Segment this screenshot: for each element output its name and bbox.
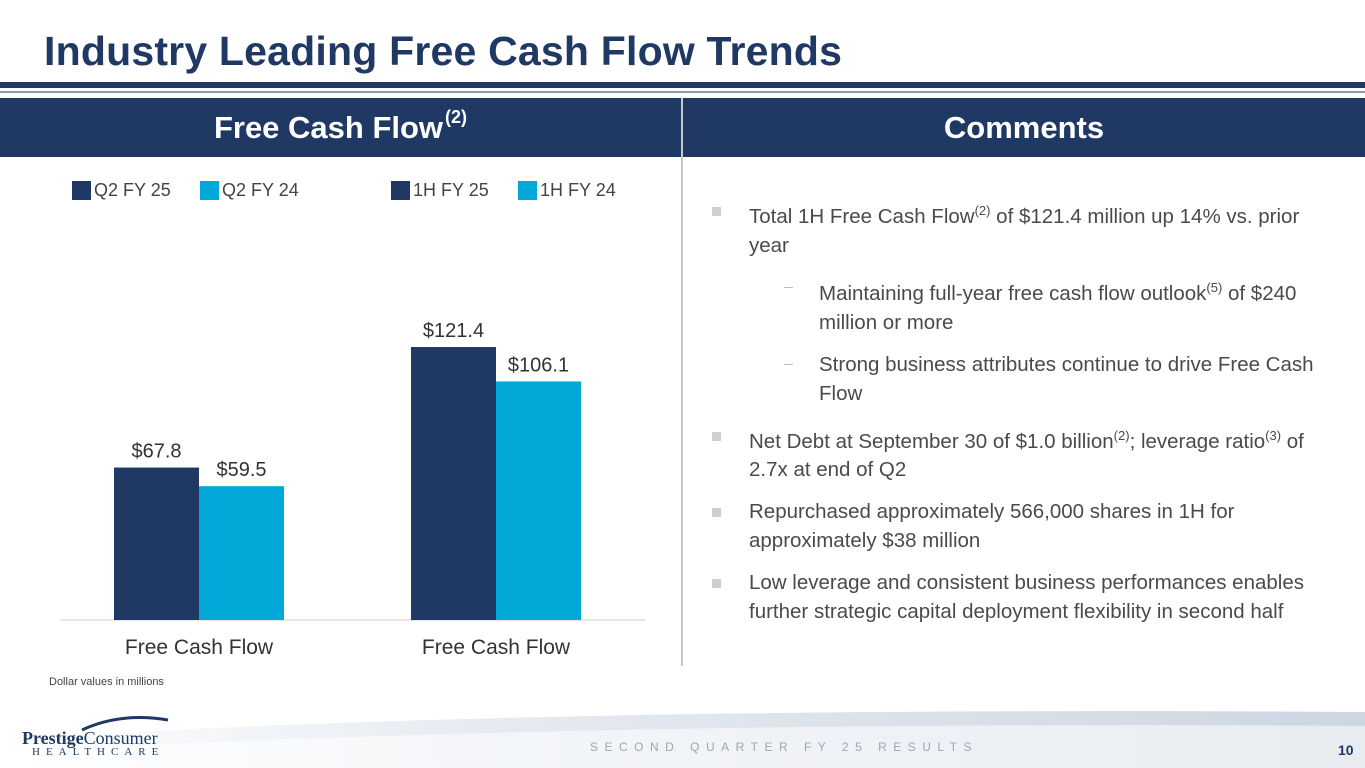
legend-label: Q2 FY 24 <box>222 180 299 200</box>
left-panel-heading-footnote: (2) <box>445 107 468 127</box>
comment-bullet: Low leverage and consistent business per… <box>706 568 1326 626</box>
legend-label: Q2 FY 25 <box>94 180 171 200</box>
bar-1h-fy-25 <box>411 347 496 620</box>
legend-swatch <box>391 181 410 200</box>
legend-swatch <box>518 181 537 200</box>
comment-text: Maintaining full-year free cash flow out… <box>819 281 1207 305</box>
bar-1h-fy-24 <box>496 381 581 620</box>
title-rule <box>0 82 1365 88</box>
comment-text: of 2.7x at end of Q2 <box>749 429 1304 482</box>
category-label: Free Cash Flow <box>125 636 274 659</box>
legend-item-q2-fy25: Q2 FY 25 <box>72 180 171 201</box>
comment-text: Total 1H Free Cash Flow <box>749 204 975 228</box>
comment-text: Repurchased approximately 566,000 shares… <box>749 500 1235 553</box>
chart-footnote: Dollar values in millions <box>49 676 164 688</box>
logo-subtitle: HEALTHCARE <box>32 746 165 758</box>
comment-text: Net Debt at September 30 of $1.0 billion <box>749 429 1114 453</box>
comment-text: Low leverage and consistent business per… <box>749 571 1304 624</box>
comment-bullet: Net Debt at September 30 of $1.0 billion… <box>706 421 1326 485</box>
panel-divider <box>681 98 683 666</box>
dash-bullet-icon <box>784 363 793 365</box>
square-bullet-icon <box>712 207 721 216</box>
free-cash-flow-chart: $67.8 $59.5 $121.4 $106.1 Free Cash Flow Free… <box>60 320 645 659</box>
comment-bullet: Total 1H Free Cash Flow(2) of $121.4 mil… <box>706 196 1326 260</box>
left-panel-heading: Free Cash Flow (2) <box>0 98 681 157</box>
square-bullet-icon <box>712 431 721 441</box>
legend-label: 1H FY 24 <box>540 180 616 200</box>
legend-swatch <box>72 181 91 200</box>
category-label: Free Cash Flow <box>422 636 571 659</box>
footnote-ref: (2) <box>1113 427 1130 443</box>
logo-arc-icon <box>81 716 169 732</box>
left-panel-heading-text: Free Cash Flow <box>213 109 444 145</box>
bar-data-label: $67.8 <box>131 441 181 463</box>
footer-swoosh <box>0 711 1365 768</box>
bar-q2-fy-25 <box>114 467 199 620</box>
bar-q2-fy-24 <box>199 486 284 620</box>
bar-data-label: $59.5 <box>216 459 266 481</box>
square-bullet-icon <box>712 579 721 589</box>
page-title: Industry Leading Free Cash Flow Trends <box>44 28 843 74</box>
footnote-ref: (5) <box>1206 279 1223 295</box>
footnote-ref: (2) <box>974 203 991 218</box>
title-rule-thin <box>0 91 1365 93</box>
legend-item-1h-fy25: 1H FY 25 <box>391 180 489 201</box>
comment-text: ; leverage ratio <box>1129 429 1266 453</box>
footnote-ref: (3) <box>1265 427 1282 443</box>
company-logo: PrestigeConsumer HEALTHCARE <box>20 714 170 760</box>
square-bullet-icon <box>712 508 721 518</box>
comment-sub-bullet: Maintaining full-year free cash flow out… <box>706 273 1326 337</box>
legend-item-1h-fy24: 1H FY 24 <box>518 180 616 201</box>
comments-list: Total 1H Free Cash Flow(2) of $121.4 mil… <box>706 196 1326 639</box>
logo-brand-second: Consumer <box>83 728 158 748</box>
comment-sub-bullet: Strong business attributes continue to d… <box>706 350 1326 408</box>
legend-label: 1H FY 25 <box>413 180 489 200</box>
comment-text: of $240 million or more <box>819 281 1297 334</box>
footer-title: SECOND QUARTER FY 25 RESULTS <box>590 740 979 754</box>
comment-bullet: Repurchased approximately 566,000 shares… <box>706 497 1326 555</box>
legend-swatch <box>200 181 219 200</box>
right-panel-heading-text: Comments <box>943 109 1105 145</box>
page-number: 10 <box>1338 742 1354 758</box>
logo-brand-first: Prestige <box>22 728 84 748</box>
bar-data-label: $106.1 <box>508 354 569 376</box>
comment-text: Strong business attributes continue to d… <box>819 352 1314 405</box>
logo-brand: PrestigeConsumer <box>22 728 158 749</box>
dash-bullet-icon <box>784 286 793 288</box>
legend-item-q2-fy24: Q2 FY 24 <box>200 180 299 201</box>
comment-text: of $121.4 million up 14% vs. prior year <box>749 204 1300 257</box>
right-panel-heading: Comments <box>683 98 1365 157</box>
bar-data-label: $121.4 <box>423 320 484 342</box>
